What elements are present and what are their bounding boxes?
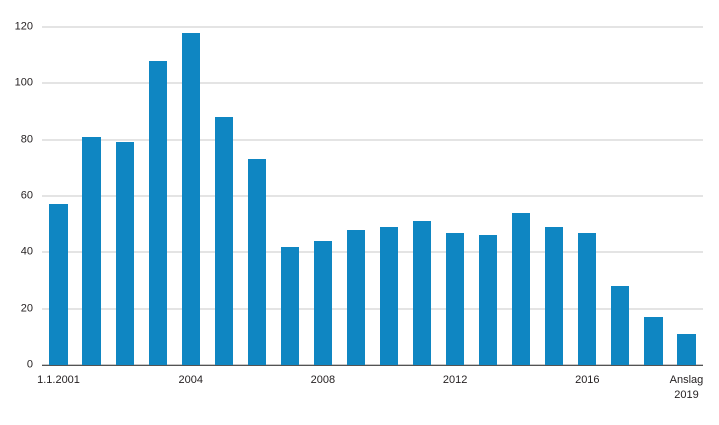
x-axis-tick-label: 2016 (575, 374, 600, 386)
y-axis-tick-label: 120 (14, 20, 33, 33)
chart-bar (446, 232, 465, 365)
x-axis-tick-label: 1.1.2001 (37, 374, 80, 386)
y-axis-tick-label: 60 (20, 189, 33, 202)
gridline (42, 139, 703, 141)
x-axis-tick-label: 2004 (178, 374, 203, 386)
chart-bar (545, 226, 564, 365)
chart-bar (49, 204, 68, 365)
plot-area: 0 20 40 60 80 100 120 1.1.2001 2004 2008 2012 2016 A… (15, 21, 704, 401)
y-axis-tick-label: 80 (20, 133, 33, 146)
chart-bar (313, 241, 332, 365)
chart-bar (181, 32, 200, 365)
chart-bar (346, 229, 366, 365)
y-axis-tick-label: 20 (20, 302, 33, 315)
gridline (42, 82, 703, 84)
chart-bar (644, 317, 663, 365)
chart-bar (247, 159, 266, 365)
chart-bar (115, 142, 134, 365)
gridline (42, 195, 703, 197)
y-axis-tick-label: 0 (26, 358, 33, 371)
x-axis-line (42, 364, 703, 366)
x-axis-tick-label: Anslag 2019 (669, 374, 704, 401)
x-axis-tick-label: 2012 (442, 374, 468, 386)
chart-bar (280, 246, 299, 365)
chart-bar (148, 60, 167, 365)
chart-bar (412, 221, 432, 365)
chart-bar (677, 334, 696, 365)
chart-bar (512, 212, 531, 365)
y-axis-tick-label: 100 (14, 76, 33, 89)
gridline (42, 26, 703, 28)
chart-bar (214, 117, 233, 365)
y-axis-tick-label: 40 (20, 245, 33, 258)
x-axis-tick-label: 2008 (310, 374, 336, 386)
chart-bar (479, 235, 498, 365)
chart-bar (379, 226, 399, 365)
gridline (42, 308, 703, 310)
gridline (42, 251, 703, 253)
chart-bar (82, 136, 101, 365)
chart-bar (578, 232, 597, 365)
chart-bar (611, 286, 630, 365)
